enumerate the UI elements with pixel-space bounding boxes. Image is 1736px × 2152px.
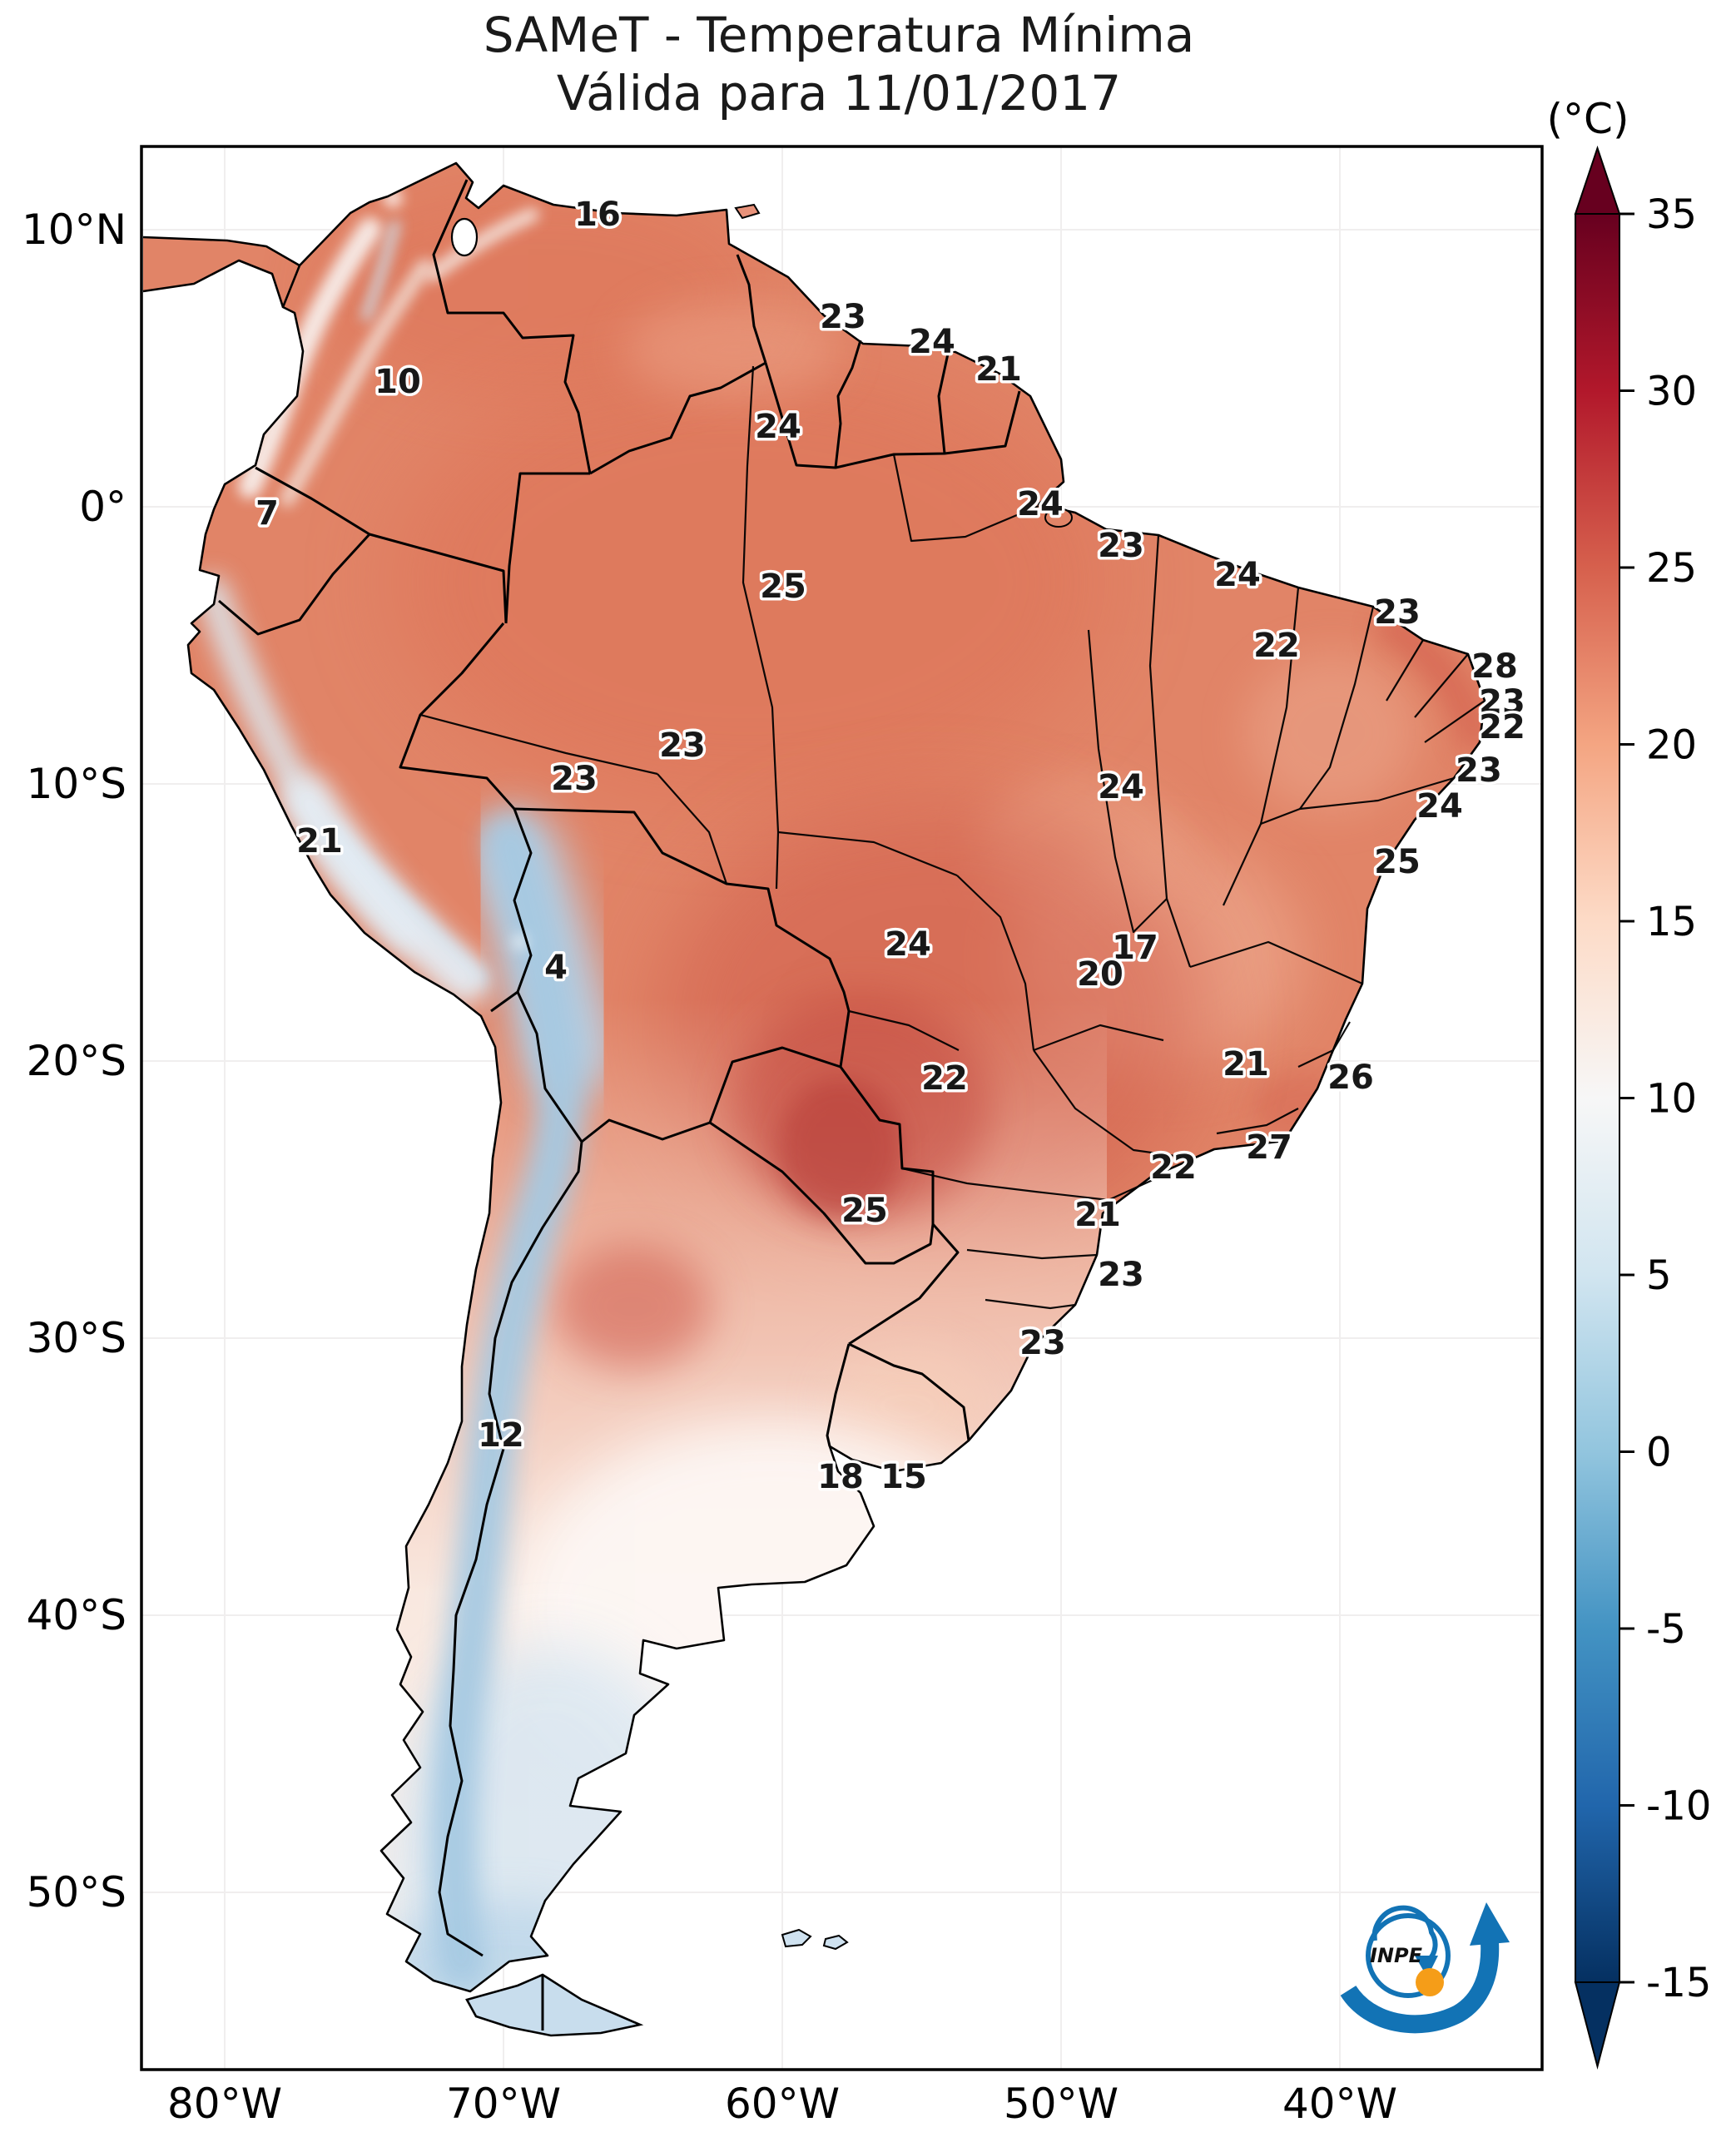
lat-tick-label: 50°S (27, 1868, 126, 1916)
temperature-value-label: 23 (551, 760, 598, 798)
colorbar-tick-label: -10 (1646, 1783, 1711, 1830)
temperature-value-label: 28 (1471, 647, 1518, 686)
lat-tick-label: 0° (79, 483, 126, 531)
colorbar-tick-label: 5 (1646, 1252, 1672, 1299)
temperature-value-label: 24 (1098, 768, 1144, 806)
logo-orbit-circle-icon (1366, 1913, 1451, 1998)
temperature-value-label: 20 (1077, 955, 1123, 994)
temperature-value-label: 23 (1374, 593, 1421, 632)
colorbar-under-arrow (1574, 1981, 1621, 2070)
temperature-value-label: 23 (1098, 527, 1144, 565)
temperature-value-label: 24 (1416, 787, 1463, 826)
temperature-value-label: 24 (1017, 485, 1064, 523)
logo-arrowhead-icon (1470, 1902, 1510, 1946)
temperature-value-label: 25 (760, 568, 806, 606)
lat-tick-label: 10°S (27, 760, 126, 808)
lon-tick-label: 50°W (1004, 2080, 1118, 2128)
title-block: SAMeT - Temperatura Mínima Válida para 1… (484, 7, 1195, 121)
temperature-shading (197, 183, 1485, 1991)
temperature-value-label: 22 (1150, 1148, 1197, 1187)
colorbar-tick-label: 15 (1646, 899, 1697, 945)
tierra-del-fuego (465, 1973, 644, 2037)
temperature-value-label: 15 (880, 1458, 927, 1496)
temperature-value-label: 21 (1074, 1196, 1121, 1234)
logo-text: INPE (1370, 1944, 1423, 1967)
lon-tick-label: 80°W (167, 2080, 282, 2128)
temperature-value-label: 18 (817, 1458, 864, 1496)
lon-tick-label: 40°W (1282, 2080, 1397, 2128)
temperature-value-label: 17 (1112, 929, 1158, 967)
country-borders (218, 179, 1021, 2031)
temperature-value-label: 22 (921, 1059, 968, 1098)
logo-swirl-arrowhead-icon (1415, 1956, 1438, 1977)
longitude-axis-labels: 80°W 70°W 60°W 50°W 40°W (167, 2080, 1397, 2128)
latitude-axis-labels: 10°N 0° 10°S 20°S 30°S 40°S 50°S (22, 206, 126, 1916)
temperature-value-label: 23 (659, 726, 706, 765)
islands-se-2 (822, 1934, 849, 1951)
title-line-2: Válida para 11/01/2017 (557, 65, 1121, 121)
lat-tick-label: 10°N (22, 206, 126, 254)
state-borders (419, 365, 1486, 1310)
colorbar-tick-label: 0 (1646, 1430, 1672, 1476)
lon-tick-label: 60°W (725, 2080, 840, 2128)
colorbar-unit-label: (°C) (1547, 95, 1629, 143)
colorbar-tick-label: 10 (1646, 1076, 1697, 1123)
lat-tick-label: 40°S (27, 1591, 126, 1639)
island-marajo (1044, 508, 1073, 528)
colorbar-tick-label: 20 (1646, 722, 1697, 769)
temperature-value-label: 23 (820, 298, 866, 336)
title-line-1: SAMeT - Temperatura Mínima (484, 7, 1195, 63)
colorbar-tick-label: 35 (1646, 191, 1697, 238)
logo-orange-dot-icon (1416, 1968, 1444, 1996)
logo-arrow-swoosh-icon (1340, 1941, 1500, 2034)
colorbar-ticks: 35 30 25 20 15 10 5 0 -5 -10 -15 (1619, 191, 1711, 2006)
lat-tick-label: 20°S (27, 1037, 126, 1085)
temperature-value-label: 23 (1456, 751, 1502, 790)
temperature-value-label: 25 (1374, 843, 1421, 881)
logo-swirl-icon (1371, 1905, 1438, 1963)
map-frame (140, 145, 1544, 2071)
lat-tick-label: 30°S (27, 1314, 126, 1362)
island-trinidad (734, 203, 761, 220)
temperature-value-label: 24 (885, 925, 931, 964)
temperature-value-label: 7 (255, 494, 279, 533)
temperature-value-label: 27 (1246, 1128, 1292, 1167)
temperature-value-label: 24 (909, 323, 955, 361)
temperature-value-label: 4 (544, 949, 568, 987)
temperature-value-label: 21 (975, 350, 1022, 389)
temperature-value-label: 21 (1223, 1045, 1269, 1083)
temperature-value-label: 23 (1479, 683, 1525, 721)
lon-tick-label: 70°W (446, 2080, 561, 2128)
colorbar: (°C) 35 30 25 20 15 10 5 0 -5 -10 -15 (1547, 95, 1711, 2070)
colorbar-tick-label: -5 (1646, 1606, 1686, 1653)
islands-se (781, 1928, 812, 1948)
colorbar-bar (1575, 213, 1620, 1983)
temperature-value-label: 23 (1019, 1324, 1066, 1362)
temperature-value-label: 16 (574, 196, 621, 234)
temperature-value-label: 24 (755, 408, 801, 446)
temperature-value-label: 10 (374, 363, 421, 401)
inpe-logo: INPE (1340, 1902, 1510, 2034)
temperature-value-label: 24 (1214, 556, 1261, 594)
colorbar-tick-label: 30 (1646, 369, 1697, 415)
temperature-value-label: 25 (841, 1192, 888, 1230)
lake-maracaibo (450, 217, 479, 257)
coastline (142, 161, 1486, 2037)
temperature-value-label: 22 (1479, 708, 1525, 746)
temperature-value-label: 26 (1327, 1059, 1374, 1097)
temperature-value-label: 21 (296, 822, 343, 860)
colorbar-over-arrow (1574, 145, 1621, 215)
temperature-value-label: 22 (1253, 627, 1300, 665)
temperature-value-label: 23 (1098, 1256, 1144, 1294)
colorbar-tick-label: 25 (1646, 545, 1697, 592)
temperature-value-label: 12 (478, 1416, 524, 1455)
colorbar-tick-label: -15 (1646, 1960, 1711, 2006)
